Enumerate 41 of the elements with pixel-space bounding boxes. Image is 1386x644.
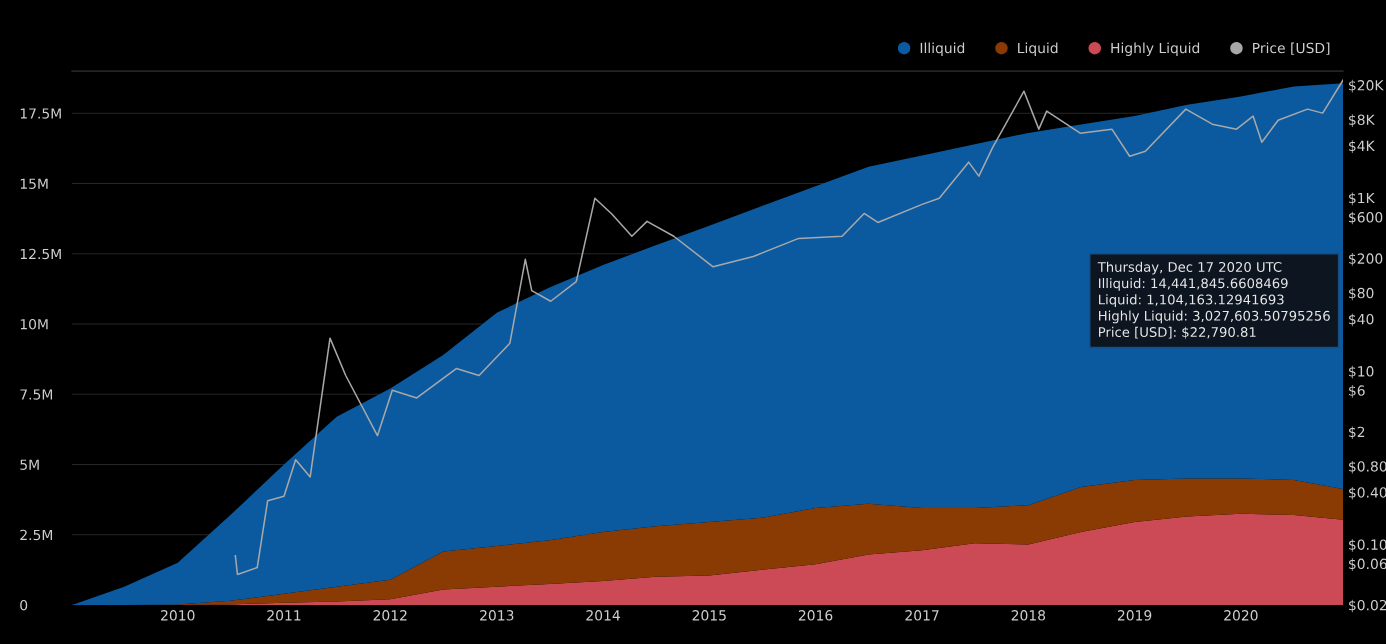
- y2-tick-label: $200: [1349, 253, 1383, 266]
- x-tick-label: 2015: [692, 610, 726, 621]
- x-tick-label: 2017: [905, 610, 939, 621]
- legend-label: Liquid: [1018, 42, 1058, 56]
- y2-tick-label: $1K: [1349, 192, 1375, 206]
- y2-tick-label: $600: [1349, 211, 1383, 225]
- line-series: [234, 79, 1344, 576]
- y2-tick-label: $6: [1349, 385, 1365, 398]
- y2-tick-label: $40: [1349, 313, 1374, 327]
- y2-tick-label: $8K: [1349, 114, 1375, 127]
- x-tick-label: 2019: [1117, 610, 1152, 621]
- y2-tick-label: $0.10: [1349, 539, 1386, 552]
- y2-tick-label: $0.80: [1349, 460, 1386, 474]
- x-tick-label: 2013: [480, 610, 514, 621]
- x-tick-label: 2020: [1224, 610, 1258, 621]
- y2-tick-label: $80: [1349, 287, 1374, 301]
- y2-tick-label: $0.06: [1349, 558, 1386, 571]
- y-tick-label: 2.5M: [20, 529, 53, 541]
- annotation: Thursday, Dec 17 2020 UTC Illiquid: 14,441,845.6608469 Liquid: 1,104,163.12941693 Highly Liquid: 3,027,603.50795256 Price [USD]: $22,790.81: [1097, 261, 1330, 339]
- y2-tick-label: $10: [1349, 365, 1374, 379]
- x-tick-label: 2011: [267, 610, 301, 621]
- y2-tick-label: $20K: [1349, 79, 1384, 93]
- x-tick-label: 2012: [373, 610, 407, 621]
- y2-tick-label: $0.02: [1349, 599, 1386, 613]
- y-tick-label: 17.5M: [20, 108, 61, 119]
- x-tick-label: 2018: [1011, 610, 1046, 621]
- y-tick-label: 0: [20, 599, 28, 611]
- y-tick-label: 7.5M: [20, 389, 53, 400]
- y2-tick-label: $4K: [1349, 140, 1375, 153]
- x-tick-label: 2016: [798, 610, 833, 621]
- legend-label: Price [USD]: [1253, 42, 1330, 55]
- y-tick-label: 5M: [20, 459, 39, 470]
- y-tick-label: 12.5M: [20, 248, 61, 260]
- y2-tick-label: $2: [1349, 426, 1365, 439]
- x-tick-label: 2014: [586, 610, 620, 621]
- y2-tick-label: $0.40: [1349, 486, 1386, 500]
- legend-label: Highly Liquid: [1111, 42, 1200, 56]
- y-tick-label: 15M: [20, 178, 48, 189]
- legend-label: Illiquid: [920, 42, 965, 56]
- x-tick-label: 2010: [161, 610, 195, 621]
- y-tick-label: 10M: [20, 318, 48, 330]
